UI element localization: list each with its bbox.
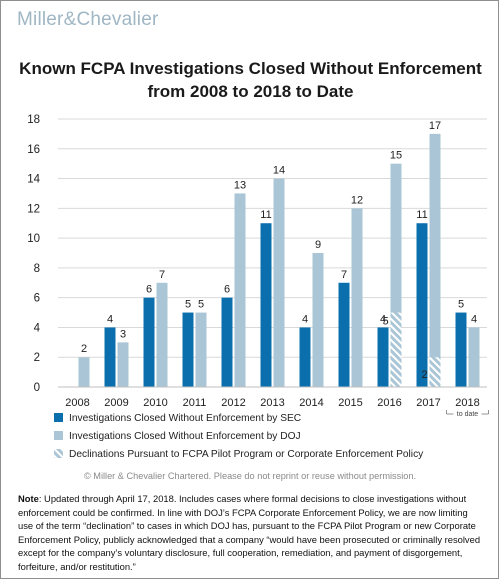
x-tick-label-2010: 2010: [143, 397, 167, 409]
bar-doj-2012: [234, 193, 246, 387]
legend-swatch-sec: [54, 413, 63, 422]
bar-sec-2011: [182, 312, 194, 387]
data-label-sec-2016: 4: [380, 313, 386, 325]
data-label-sec-2014: 4: [302, 313, 308, 325]
y-tick-label: 14: [27, 174, 40, 186]
data-label-doj-2012: 13: [234, 179, 246, 191]
data-label-doj-2016: 15: [390, 150, 402, 162]
bar-sec-2015: [338, 282, 350, 387]
data-label-doj-2011: 5: [198, 299, 204, 311]
bar-doj-2016: [390, 163, 402, 387]
bars: [78, 133, 480, 387]
y-tick-label: 8: [34, 263, 40, 275]
legend-label-sec: Investigations Closed Without Enforcemen…: [69, 413, 301, 424]
bar-doj-2010: [156, 282, 168, 387]
data-label-sec-2013: 11: [260, 209, 271, 221]
x-tick-label-2016: 2016: [377, 397, 401, 409]
x-tick-label-2009: 2009: [104, 397, 128, 409]
legend-label-declinations: Declinations Pursuant to FCPA Pilot Prog…: [69, 449, 424, 460]
y-tick-label: 18: [27, 114, 40, 126]
y-tick-label: 16: [27, 144, 40, 156]
axes: 0 2 4 6 8 10 12 14 16 18 2008 2009 2010 2011 2012 2013 2…: [27, 114, 489, 418]
data-label-sec-2009: 4: [107, 313, 113, 325]
data-label-sec-2011: 5: [185, 299, 191, 311]
data-label-doj-2009: 3: [120, 328, 126, 340]
data-label-doj-2017: 17: [429, 120, 441, 132]
legend-swatch-doj: [54, 431, 63, 440]
x-tick-label-2008: 2008: [65, 397, 89, 409]
footnote: Note: Updated through April 17, 2018. In…: [18, 492, 484, 574]
legend: Investigations Closed Without Enforcemen…: [54, 413, 424, 460]
bar-doj-2018: [468, 327, 480, 387]
bar-doj-2009: [117, 342, 129, 387]
x-tick-label-2015: 2015: [338, 397, 362, 409]
x-tick-label-2013: 2013: [260, 397, 284, 409]
bar-doj-2014: [312, 253, 324, 387]
chart-title: Known FCPA Investigations Closed Without…: [1, 57, 499, 103]
bar-doj-2008: [78, 357, 90, 387]
bar-sec-2014: [299, 327, 311, 387]
data-label-declinations-2017: 2: [421, 369, 427, 381]
bar-doj-2015: [351, 208, 363, 387]
company-logo: Miller&Chevalier: [17, 9, 159, 30]
data-label-doj-2008: 2: [81, 343, 87, 355]
data-label-sec-2012: 6: [224, 284, 230, 296]
grid-lines: [58, 118, 487, 358]
x-tick-label-2018: 2018: [455, 397, 479, 409]
chart-title-line-2: from 2008 to 2018 to Date: [147, 82, 354, 101]
x-tick-label-2012: 2012: [221, 397, 245, 409]
y-tick-label: 10: [27, 233, 40, 245]
y-tick-label: 12: [27, 203, 40, 215]
data-label-doj-2014: 9: [315, 239, 321, 251]
legend-swatch-declinations: [54, 449, 63, 458]
data-label-doj-2018: 4: [471, 313, 477, 325]
data-label-sec-2010: 6: [146, 284, 152, 296]
data-label-sec-2017: 11: [416, 209, 427, 221]
x-tick-label-2011: 2011: [183, 397, 207, 409]
y-tick-label: 6: [34, 293, 40, 305]
y-tick-label: 4: [34, 322, 41, 334]
bar-sec-2010: [143, 297, 155, 387]
data-label-doj-2013: 14: [273, 165, 285, 177]
footnote-label: Note: [18, 493, 39, 504]
legend-label-doj: Investigations Closed Without Enforcemen…: [69, 431, 301, 442]
footnote-text: : Updated through April 17, 2018. Includ…: [18, 493, 481, 572]
bar-declinations-2017: [429, 357, 441, 387]
bar-sec-2013: [260, 223, 272, 387]
data-label-sec-2018: 5: [458, 299, 464, 311]
copyright-text: © Miller & Chevalier Chartered. Please d…: [84, 471, 416, 481]
bar-sec-2016: [377, 327, 389, 387]
chart-title-line-1: Known FCPA Investigations Closed Without…: [19, 59, 482, 78]
data-label-doj-2010: 7: [159, 269, 165, 281]
data-label-sec-2015: 7: [341, 269, 347, 281]
bar-sec-2017: [416, 223, 428, 387]
bar-doj-2013: [273, 178, 285, 387]
data-label-declinations-2016: 5: [382, 316, 388, 328]
x-tick-label-2017: 2017: [416, 397, 440, 409]
bar-sec-2018: [455, 312, 467, 387]
bar-sec-2012: [221, 297, 233, 387]
x-tick-label-2014: 2014: [299, 397, 323, 409]
x-tick-note: to date: [457, 411, 479, 418]
bar-doj-2017: [429, 133, 441, 387]
bar-sec-2009: [104, 327, 116, 387]
y-tick-label: 2: [34, 352, 40, 364]
y-tick-label: 0: [34, 382, 40, 394]
data-label-doj-2015: 12: [351, 194, 363, 206]
bar-declinations-2016: [390, 312, 402, 387]
bar-doj-2011: [195, 312, 207, 387]
